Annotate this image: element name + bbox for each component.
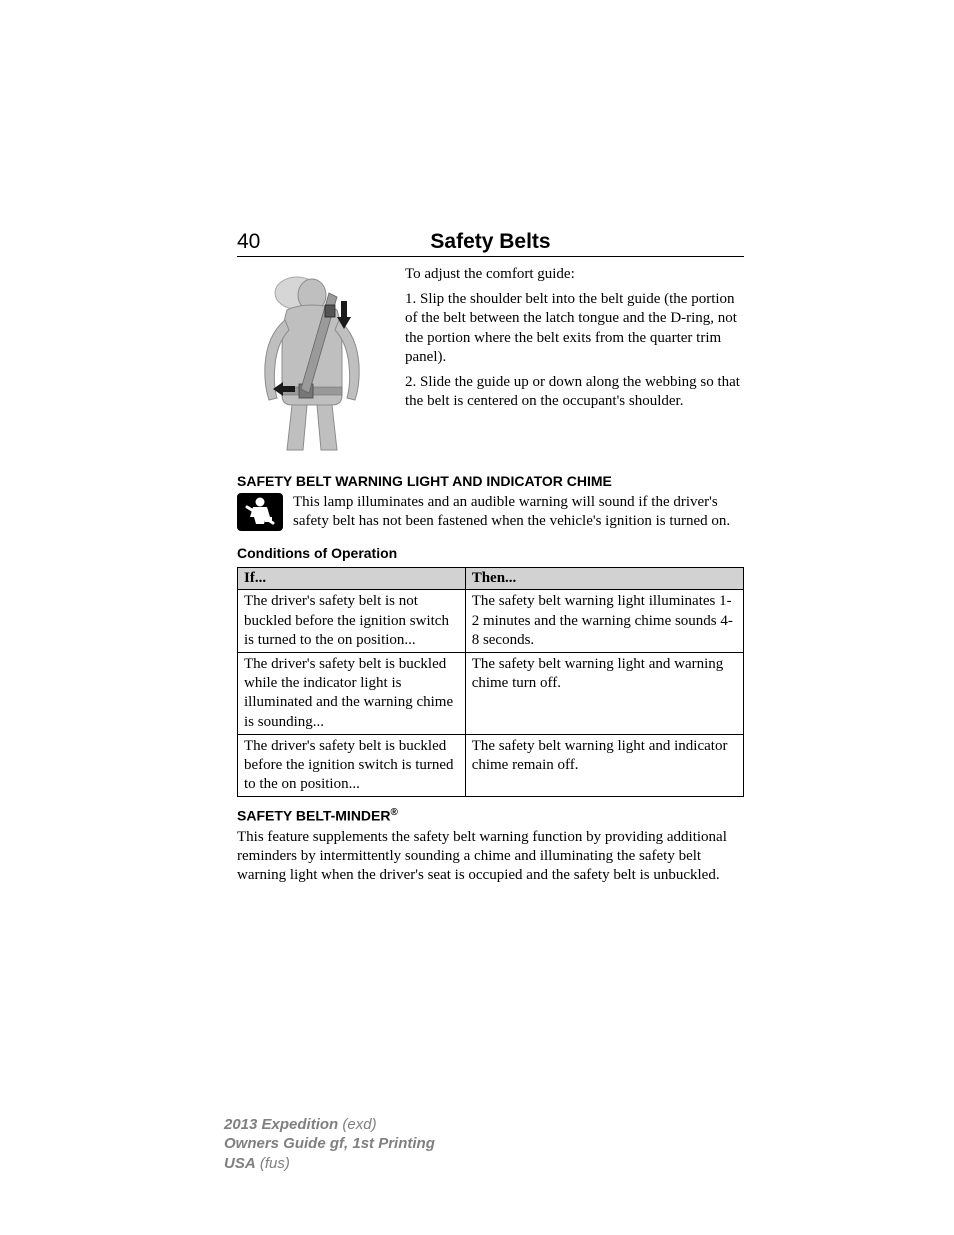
cell-if: The driver's safety belt is buckled whil…: [238, 652, 466, 734]
footer-region: USA: [224, 1155, 256, 1172]
page-number: 40: [237, 230, 297, 254]
table-row: The driver's safety belt is buckled befo…: [238, 734, 744, 797]
page: 40 Safety Belts: [0, 0, 954, 1235]
registered-mark: ®: [391, 807, 398, 818]
conditions-table: If... Then... The driver's safety belt i…: [237, 567, 744, 797]
footer-line3: USA (fus): [224, 1154, 435, 1174]
table-header-row: If... Then...: [238, 568, 744, 590]
comfort-guide-text: To adjust the comfort guide: 1. Slip the…: [405, 265, 744, 455]
footer-code2: (fus): [256, 1155, 290, 1172]
beltminder-text: This feature supplements the safety belt…: [237, 828, 744, 886]
cell-if: The driver's safety belt is buckled befo…: [238, 734, 466, 797]
footer-line2: Owners Guide gf, 1st Printing: [224, 1134, 435, 1154]
table-row: The driver's safety belt is buckled whil…: [238, 652, 744, 734]
cell-then: The safety belt warning light and warnin…: [465, 652, 743, 734]
beltminder-heading: SAFETY BELT-MINDER®: [237, 807, 744, 824]
footer-code1: (exd): [338, 1116, 376, 1133]
chapter-title: Safety Belts: [297, 230, 744, 254]
page-header: 40 Safety Belts: [237, 230, 744, 257]
comfort-guide-intro: To adjust the comfort guide:: [405, 265, 744, 284]
footer-model: 2013 Expedition: [224, 1116, 338, 1133]
conditions-heading: Conditions of Operation: [237, 545, 744, 561]
warning-row: This lamp illuminates and an audible war…: [237, 493, 744, 531]
warning-heading: SAFETY BELT WARNING LIGHT AND INDICATOR …: [237, 473, 744, 489]
cell-then: The safety belt warning light illuminate…: [465, 590, 743, 653]
seatbelt-warning-icon: [237, 493, 283, 531]
warning-text: This lamp illuminates and an audible war…: [293, 493, 744, 531]
cell-then: The safety belt warning light and indica…: [465, 734, 743, 797]
beltminder-heading-text: SAFETY BELT-MINDER: [237, 808, 391, 824]
cell-if: The driver's safety belt is not buckled …: [238, 590, 466, 653]
page-footer: 2013 Expedition (exd) Owners Guide gf, 1…: [224, 1115, 435, 1174]
comfort-guide-step2: 2. Slide the guide up or down along the …: [405, 373, 744, 411]
table-row: The driver's safety belt is not buckled …: [238, 590, 744, 653]
comfort-guide-section: To adjust the comfort guide: 1. Slip the…: [237, 265, 744, 455]
comfort-guide-step1: 1. Slip the shoulder belt into the belt …: [405, 290, 744, 367]
col-if: If...: [238, 568, 466, 590]
footer-line1: 2013 Expedition (exd): [224, 1115, 435, 1135]
seatbelt-person-figure: [237, 265, 387, 455]
col-then: Then...: [465, 568, 743, 590]
